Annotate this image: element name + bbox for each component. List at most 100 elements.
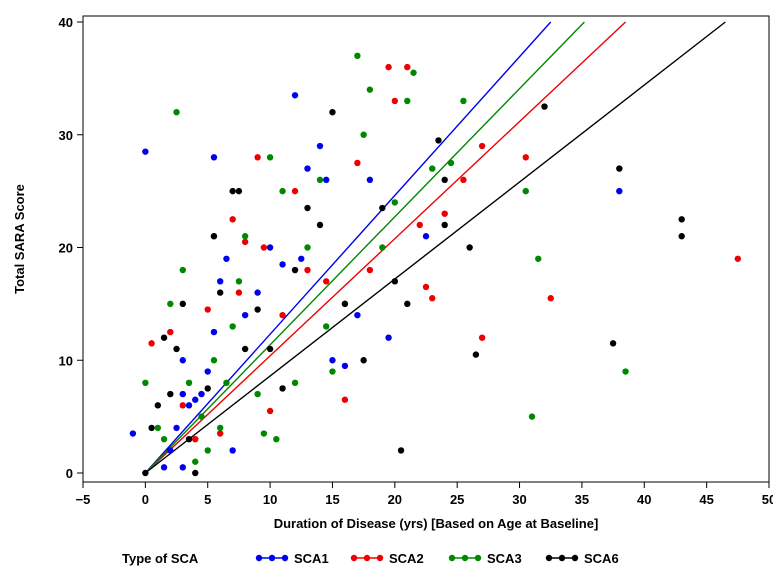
data-point-sca3: [273, 435, 280, 443]
data-point-sca1: [279, 261, 286, 268]
data-point-sca6: [360, 357, 367, 364]
fit-line-sca6: [144, 21, 726, 474]
x-tick-label: 10: [263, 492, 277, 507]
y-axis-title: Total SARA Score: [12, 184, 27, 294]
data-point-sca2: [441, 210, 448, 217]
data-point-sca2: [192, 435, 199, 443]
data-point-sca3: [154, 424, 162, 432]
x-axis: −5 0 5 10 15 20 25 30 35 40 45 50: [76, 482, 773, 507]
data-point-sca1: [241, 311, 249, 319]
data-point-sca6: [472, 351, 480, 358]
data-point-sca1: [323, 176, 330, 184]
legend-marker: [350, 554, 358, 562]
data-point-sca6: [217, 289, 224, 296]
legend-marker: [376, 554, 384, 562]
data-point-sca1: [341, 362, 349, 370]
data-point-sca1: [160, 464, 168, 471]
data-point-sca3: [528, 413, 536, 420]
data-point-sca6: [210, 233, 218, 240]
data-point-sca2: [217, 430, 224, 437]
data-point-sca6: [609, 340, 617, 347]
data-point-sca6: [441, 176, 448, 184]
data-point-sca6: [397, 447, 405, 454]
data-point-sca6: [379, 204, 386, 212]
data-point-sca1: [167, 447, 174, 454]
data-point-sca6: [404, 300, 411, 308]
fit-line-sca3: [144, 21, 585, 474]
data-point-sca1: [217, 278, 224, 285]
data-point-sca3: [266, 154, 274, 161]
data-point-sca2: [391, 97, 399, 105]
data-point-sca6: [341, 300, 349, 308]
data-point-sca1: [173, 424, 180, 432]
data-point-sca2: [229, 216, 236, 223]
legend-label: SCA3: [487, 551, 522, 566]
data-point-sca2: [260, 244, 268, 251]
legend-marker: [448, 554, 456, 562]
data-point-sca3: [142, 379, 149, 386]
data-point-sca6: [304, 204, 311, 212]
data-point-sca6: [229, 187, 236, 195]
data-point-sca6: [329, 109, 336, 116]
data-point-sca2: [204, 306, 211, 313]
data-point-sca6: [279, 385, 286, 392]
data-point-sca1: [179, 390, 186, 398]
data-point-sca1: [329, 357, 336, 364]
x-tick-label: 5: [204, 492, 211, 507]
data-point-sca2: [279, 311, 286, 319]
x-tick-label: −5: [76, 492, 91, 507]
data-point-sca2: [304, 266, 311, 274]
x-tick-label: 15: [325, 492, 339, 507]
data-point-sca3: [260, 430, 268, 437]
legend-label: SCA2: [389, 551, 424, 566]
data-point-sca6: [142, 469, 149, 477]
data-point-sca2: [734, 255, 742, 262]
data-point-sca1: [210, 328, 218, 336]
data-point-sca3: [198, 413, 205, 420]
y-axis: 0 10 20 30 40: [59, 15, 83, 481]
data-point-sca6: [266, 345, 274, 353]
data-point-sca3: [185, 379, 193, 386]
legend-marker: [474, 554, 482, 562]
data-point-sca1: [291, 92, 299, 99]
data-point-sca3: [173, 109, 180, 116]
legend-marker: [571, 554, 579, 562]
data-point-sca1: [354, 311, 361, 319]
legend-marker: [255, 554, 263, 562]
data-point-sca6: [541, 103, 548, 110]
data-point-sca6: [316, 221, 324, 229]
y-tick-label: 30: [59, 128, 73, 143]
data-point-sca6: [241, 345, 249, 353]
data-point-sca2: [266, 407, 274, 415]
data-point-sca3: [210, 357, 218, 364]
data-point-sca3: [622, 368, 629, 375]
data-point-sca3: [235, 278, 243, 285]
x-tick-label: 45: [699, 492, 713, 507]
legend-label: SCA6: [584, 551, 619, 566]
data-point-sca6: [235, 187, 243, 195]
data-point-sca3: [522, 187, 529, 195]
data-point-sca1: [129, 430, 137, 437]
data-point-sca1: [142, 148, 149, 155]
data-point-sca3: [167, 300, 174, 308]
legend: Type of SCA SCA1 SCA2 SCA3 SCA6: [122, 551, 619, 566]
x-tick-label: 50: [762, 492, 773, 507]
data-point-sca2: [478, 334, 486, 341]
data-point-sca6: [167, 390, 174, 398]
data-point-sca3: [447, 159, 455, 167]
data-point-sca6: [391, 278, 399, 285]
data-point-sca6: [173, 345, 180, 353]
data-point-sca3: [179, 266, 186, 274]
data-point-sca2: [323, 278, 330, 285]
data-point-sca6: [616, 165, 623, 172]
data-point-sca1: [179, 357, 186, 364]
data-point-sca2: [291, 187, 299, 195]
data-point-sca3: [404, 97, 411, 105]
y-tick-label: 10: [59, 353, 73, 368]
data-point-sca3: [279, 187, 286, 195]
data-point-sca1: [179, 464, 186, 471]
x-tick-label: 20: [388, 492, 402, 507]
data-point-sca1: [422, 233, 430, 240]
data-point-sca1: [254, 289, 261, 296]
